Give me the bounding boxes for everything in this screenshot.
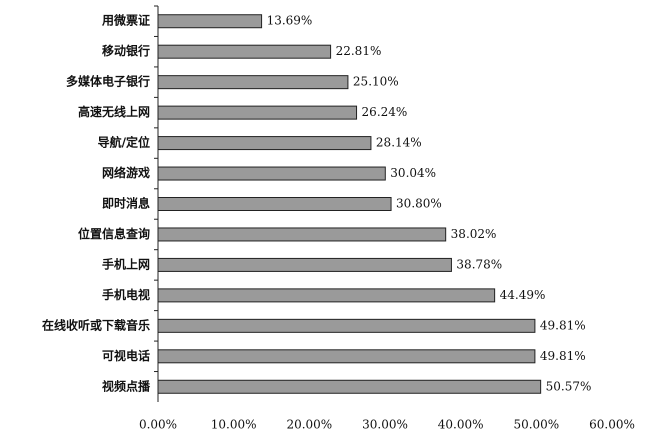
y-tick-label: 位置信息查询 — [78, 226, 150, 241]
x-tick-label: 50.00% — [513, 418, 559, 432]
bar — [157, 44, 332, 59]
bar — [157, 288, 496, 303]
data-label: 38.02% — [451, 227, 497, 241]
data-label: 13.69% — [267, 14, 313, 28]
y-tick-label: 在线收听或下载音乐 — [42, 317, 150, 332]
data-label: 25.10% — [353, 75, 399, 89]
data-label: 30.80% — [396, 197, 442, 211]
data-label: 26.24% — [362, 105, 408, 119]
bar — [157, 105, 358, 120]
bar — [157, 166, 386, 181]
data-label: 44.49% — [500, 288, 546, 302]
data-label: 49.81% — [540, 349, 586, 363]
x-tick-label: 30.00% — [362, 418, 408, 432]
x-tick-label: 60.00% — [589, 418, 635, 432]
bar — [157, 197, 392, 211]
bar — [157, 14, 263, 29]
y-tick-label: 用微票证 — [101, 13, 150, 28]
y-tick-label: 手机电视 — [102, 287, 150, 302]
data-label: 22.81% — [336, 44, 382, 58]
y-tick-label: 手机上网 — [102, 256, 150, 271]
y-tick-label: 导航/定位 — [98, 135, 150, 150]
y-tick-label: 网络游戏 — [102, 165, 150, 180]
x-tick-label: 10.00% — [211, 418, 257, 432]
data-label: 38.78% — [456, 257, 502, 271]
y-tick-label: 高速无线上网 — [78, 104, 150, 119]
bar — [157, 75, 349, 90]
y-tick-label: 移动银行 — [102, 43, 150, 58]
y-tick-label: 多媒体电子银行 — [66, 74, 150, 89]
bar — [157, 379, 542, 394]
bar — [157, 227, 447, 242]
x-tick-label: 40.00% — [438, 418, 484, 432]
data-label: 50.57% — [546, 379, 592, 393]
bar — [157, 257, 452, 272]
x-tick-label: 20.00% — [286, 418, 332, 432]
data-label: 28.14% — [376, 136, 422, 150]
data-label: 30.04% — [390, 166, 436, 180]
bar — [157, 318, 536, 333]
bar — [157, 136, 372, 151]
y-tick-label: 可视电话 — [102, 348, 150, 363]
data-label: 49.81% — [540, 318, 586, 332]
bar — [157, 349, 536, 364]
y-tick-label: 视频点播 — [102, 378, 151, 393]
y-tick-label: 即时消息 — [102, 196, 150, 211]
x-tick-label: 0.00% — [139, 418, 177, 432]
